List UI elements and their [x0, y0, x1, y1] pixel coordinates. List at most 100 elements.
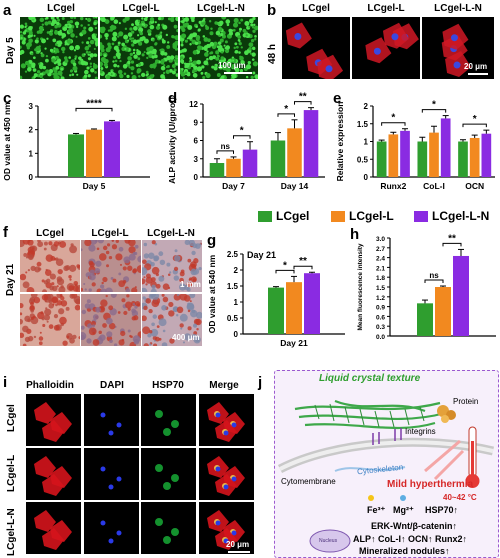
panel-f-title-1: LCgel-L [91, 228, 129, 239]
y-axis-label: OD value at 540 nm [207, 254, 217, 333]
row-label-lcgel-l-n: LCgel-L-N [6, 508, 17, 556]
panel-a-title-0: LCgel [47, 3, 75, 14]
y-tick-label: 0.9 [376, 305, 385, 312]
panel-label-d: d [168, 90, 178, 107]
y-tick-label: 2 [364, 102, 369, 111]
lc-fibers [294, 399, 446, 430]
significance-bracket [421, 109, 447, 113]
y-tick-label: 0 [234, 330, 239, 339]
x-tick-label: Day 7 [222, 181, 245, 191]
fe-ion-dot [368, 495, 374, 501]
y-tick-label: 0.5 [227, 314, 239, 323]
chart-e: 0 0.5 1 1.5 2 Relative expression Runx2 CoL-I OC… [335, 100, 495, 191]
significance-label: * [283, 260, 287, 271]
panel-i-images [26, 394, 254, 556]
fluorescence-image [198, 448, 254, 500]
y-axis-label: Relative expression [335, 102, 345, 182]
scale-bar-label: 100 μm [218, 61, 246, 70]
y-tick-label: 1.5 [357, 120, 369, 129]
significance-label: **** [86, 98, 102, 109]
erk-pathway-label: ERK-Wnt/β-catenin↑ [371, 521, 457, 531]
significance-label: ** [299, 92, 307, 103]
significance-bracket [294, 101, 312, 105]
y-tick-label: 1 [29, 149, 34, 158]
bar [435, 287, 451, 336]
bar [388, 134, 399, 177]
x-tick-label: Day 5 [83, 181, 106, 191]
panel-b-image-lcgel-l [352, 17, 420, 79]
cytoskeleton-fiber [334, 466, 406, 472]
significance-label: ** [299, 256, 307, 267]
stain-label-phalloidin: Phalloidin [26, 380, 74, 391]
bar [303, 110, 319, 177]
panel-label-f: f [3, 224, 8, 241]
y-axis-label: OD value at 450 nm [2, 102, 12, 181]
y-tick-label: 9 [194, 118, 199, 127]
significance-bracket [381, 122, 406, 126]
legend-swatch [414, 210, 428, 222]
y-tick-label: 0 [364, 173, 369, 182]
fluorescence-image [83, 448, 139, 500]
protein-icon [437, 405, 456, 423]
nodules-label: Mineralized nodules↑ [359, 546, 450, 556]
panel-label-e: e [333, 90, 342, 107]
row-label-lcgel-l: LCgel-L [6, 454, 17, 492]
stained-image [81, 240, 141, 292]
protein-label: Protein [453, 397, 479, 406]
panel-label-c: c [3, 90, 12, 107]
chart-annotation: Day 21 [247, 250, 276, 260]
y-tick-label: 2 [29, 126, 34, 135]
bar [242, 149, 258, 177]
y-tick-label: 0.0 [376, 334, 385, 341]
significance-bracket [216, 150, 234, 154]
nucleus-icon [309, 529, 351, 553]
legend-item-lcgel-l: LCgel-L [331, 209, 394, 223]
bar [469, 137, 480, 177]
y-tick-label: 2.1 [376, 265, 385, 272]
integrin-icons [372, 428, 402, 445]
y-tick-label: 0.3 [376, 324, 385, 331]
panel-b-image-lcgel-l-n: 20 μm [422, 17, 494, 79]
heat-rays [424, 439, 465, 481]
legend-item-lcgel: LCgel [258, 209, 309, 223]
significance-bracket [75, 107, 113, 112]
chart-h: 0.0 0.3 0.6 0.9 1.2 1.5 1.8 2.1 2.4 2.7 3.0 Mean fl… [357, 233, 496, 341]
thermometer-icon [465, 426, 480, 488]
stained-image [20, 240, 80, 292]
schematic-drawing [277, 399, 495, 553]
bar [417, 141, 428, 177]
nucleus-label: Nucleus [319, 538, 338, 544]
significance-label: ** [448, 233, 456, 244]
significance-bracket [293, 265, 313, 270]
significance-label: ns [429, 271, 439, 280]
stained-image [81, 294, 141, 346]
significance-label: * [240, 126, 244, 137]
bar [440, 118, 451, 177]
y-tick-label: 2.4 [376, 256, 385, 263]
panel-a-image-lcgel-l-n: 100 μm [180, 17, 258, 79]
y-tick-label: 0.6 [376, 314, 385, 321]
y-tick-label: 2 [234, 266, 239, 275]
fe-ion-label: Fe³⁺ [367, 505, 386, 515]
panel-f-title-0: LCgel [36, 228, 64, 239]
stain-label-dapi: DAPI [100, 380, 124, 391]
fluorescence-image [198, 394, 254, 446]
lc-texture-label: Liquid crystal texture [319, 373, 421, 384]
panel-label-j: j [258, 374, 263, 391]
bar [286, 282, 302, 334]
panel-label-g: g [207, 232, 217, 249]
bar [453, 255, 469, 336]
fluorescence-image [141, 502, 196, 554]
x-tick-label: Day 14 [281, 181, 309, 191]
significance-bracket [462, 123, 487, 128]
osteogenic-markers-label: ALP↑ CoL-I↑ OCN↑ Runx2↑ [353, 534, 467, 544]
y-tick-label: 2.5 [227, 250, 239, 259]
significance-label: * [432, 100, 436, 111]
bar [86, 129, 102, 177]
panel-label-h: h [350, 226, 360, 243]
bar [429, 132, 439, 177]
legend-swatch [258, 210, 272, 222]
x-tick-label: Runx2 [380, 181, 406, 191]
y-tick-label: 2.7 [376, 246, 385, 253]
fluorescence-image [198, 502, 254, 554]
